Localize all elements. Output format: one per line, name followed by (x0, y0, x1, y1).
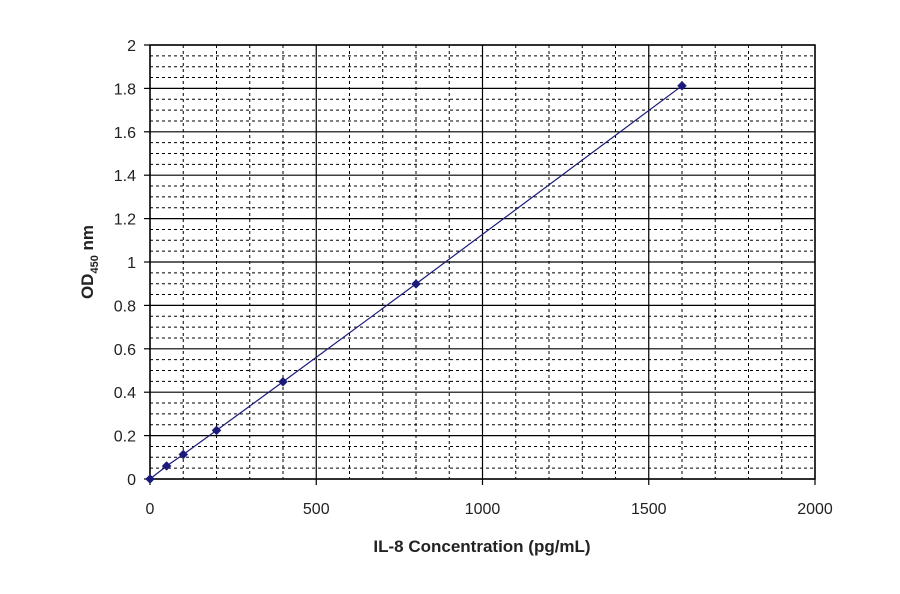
y-tick-label: 2 (127, 38, 136, 55)
y-tick-label: 0.2 (114, 429, 136, 446)
x-tick-label: 1000 (465, 501, 501, 518)
x-axis-title: IL-8 Concentration (pg/mL) (373, 537, 590, 556)
data-point (178, 449, 189, 460)
y-tick-label: 0 (127, 472, 136, 489)
y-axis-title: OD450 nm (78, 225, 101, 299)
y-tick-label: 1 (127, 255, 136, 272)
y-axis-title-suffix: nm (78, 225, 97, 255)
y-tick-label: 1.6 (114, 125, 136, 142)
data-point (278, 376, 288, 387)
y-tick-label: 1.8 (114, 81, 136, 98)
x-tick-label: 0 (146, 501, 155, 518)
y-tick-label: 1.2 (114, 212, 136, 229)
y-tick-label: 0.8 (114, 298, 136, 315)
x-axis: 0 500 1000 1500 2000 (146, 479, 833, 518)
x-tick-label: 2000 (797, 501, 833, 518)
y-axis-title-main: OD (78, 274, 97, 300)
y-tick-label: 0.6 (114, 342, 136, 359)
data-point (161, 461, 172, 471)
y-tick-label: 0.4 (114, 385, 136, 402)
x-tick-label: 500 (303, 501, 330, 518)
data-point (211, 425, 222, 436)
data-point (411, 279, 421, 289)
data-point (677, 80, 687, 91)
x-tick-label: 1500 (631, 501, 667, 518)
data-point (145, 474, 155, 484)
y-axis-title-subscript: 450 (89, 255, 101, 273)
y-axis: 0 0.2 0.4 0.6 0.8 1 1.2 1.4 1.6 1.8 2 (114, 38, 150, 489)
series-layer (145, 80, 687, 484)
y-tick-label: 1.4 (114, 168, 136, 185)
